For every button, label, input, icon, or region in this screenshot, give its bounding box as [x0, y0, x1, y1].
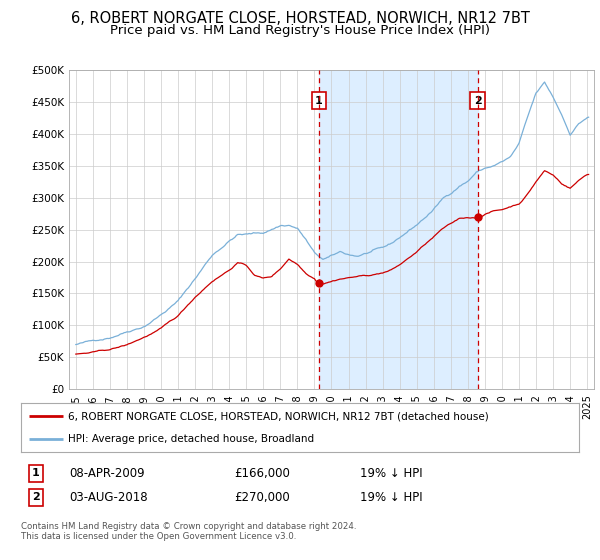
Text: 1: 1: [32, 468, 40, 478]
Text: 2: 2: [474, 96, 482, 106]
Text: 1: 1: [315, 96, 323, 106]
Bar: [319, 70, 478, 389]
Text: 03-AUG-2018: 03-AUG-2018: [69, 491, 148, 504]
Text: Price paid vs. HM Land Registry's House Price Index (HPI): Price paid vs. HM Land Registry's House …: [110, 24, 490, 36]
Text: 6, ROBERT NORGATE CLOSE, HORSTEAD, NORWICH, NR12 7BT (detached house): 6, ROBERT NORGATE CLOSE, HORSTEAD, NORWI…: [68, 412, 489, 422]
Text: £166,000: £166,000: [234, 466, 290, 480]
Text: 6, ROBERT NORGATE CLOSE, HORSTEAD, NORWICH, NR12 7BT: 6, ROBERT NORGATE CLOSE, HORSTEAD, NORWI…: [71, 11, 529, 26]
Text: 08-APR-2009: 08-APR-2009: [69, 466, 145, 480]
Text: 2: 2: [32, 492, 40, 502]
Text: HPI: Average price, detached house, Broadland: HPI: Average price, detached house, Broa…: [68, 434, 314, 444]
Text: 19% ↓ HPI: 19% ↓ HPI: [360, 491, 422, 504]
Text: £270,000: £270,000: [234, 491, 290, 504]
Text: Contains HM Land Registry data © Crown copyright and database right 2024.
This d: Contains HM Land Registry data © Crown c…: [21, 522, 356, 542]
Text: 19% ↓ HPI: 19% ↓ HPI: [360, 466, 422, 480]
